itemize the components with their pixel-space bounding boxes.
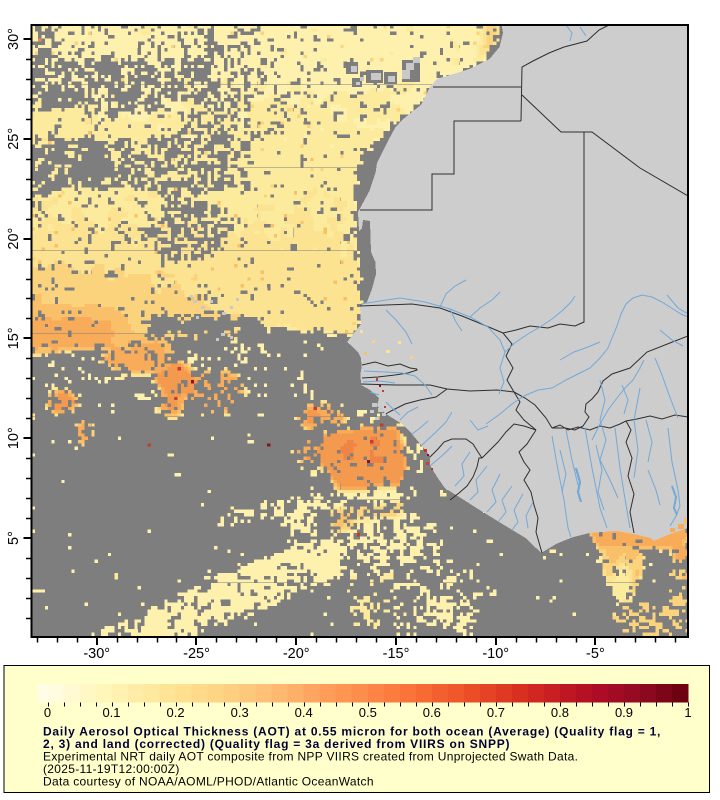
svg-text:5°: 5°	[6, 531, 22, 545]
svg-text:2, 3) and land (corrected) (Qu: 2, 3) and land (corrected) (Quality flag…	[43, 737, 510, 751]
svg-text:10°: 10°	[6, 427, 22, 449]
svg-text:0.9: 0.9	[615, 705, 633, 720]
svg-text:0.2: 0.2	[167, 705, 185, 720]
svg-text:15°: 15°	[6, 327, 22, 349]
svg-text:-5°: -5°	[586, 646, 605, 662]
svg-text:Data courtesy of NOAA/AOML/PHO: Data courtesy of NOAA/AOML/PHOD/Atlantic…	[43, 775, 374, 789]
svg-text:Experimental NRT daily AOT com: Experimental NRT daily AOT composite fro…	[43, 750, 578, 764]
svg-text:-25°: -25°	[183, 646, 210, 662]
svg-text:-20°: -20°	[283, 646, 310, 662]
svg-text:20°: 20°	[6, 228, 22, 250]
svg-text:Daily Aerosol Optical Thicknes: Daily Aerosol Optical Thickness (AOT) at…	[43, 725, 661, 739]
svg-text:0: 0	[44, 705, 51, 720]
svg-text:-10°: -10°	[482, 646, 509, 662]
svg-text:(2025-11-19T12:00:00Z): (2025-11-19T12:00:00Z)	[43, 762, 180, 776]
svg-text:-30°: -30°	[83, 646, 110, 662]
svg-text:0.5: 0.5	[359, 705, 377, 720]
svg-text:0.6: 0.6	[423, 705, 441, 720]
svg-text:30°: 30°	[6, 28, 22, 50]
svg-text:0.1: 0.1	[102, 705, 120, 720]
svg-text:25°: 25°	[6, 128, 22, 150]
svg-text:0.8: 0.8	[551, 705, 569, 720]
svg-text:-15°: -15°	[383, 646, 410, 662]
svg-text:1: 1	[684, 705, 691, 720]
svg-text:0.7: 0.7	[487, 705, 505, 720]
svg-text:0.4: 0.4	[295, 705, 313, 720]
svg-text:0.3: 0.3	[231, 705, 249, 720]
